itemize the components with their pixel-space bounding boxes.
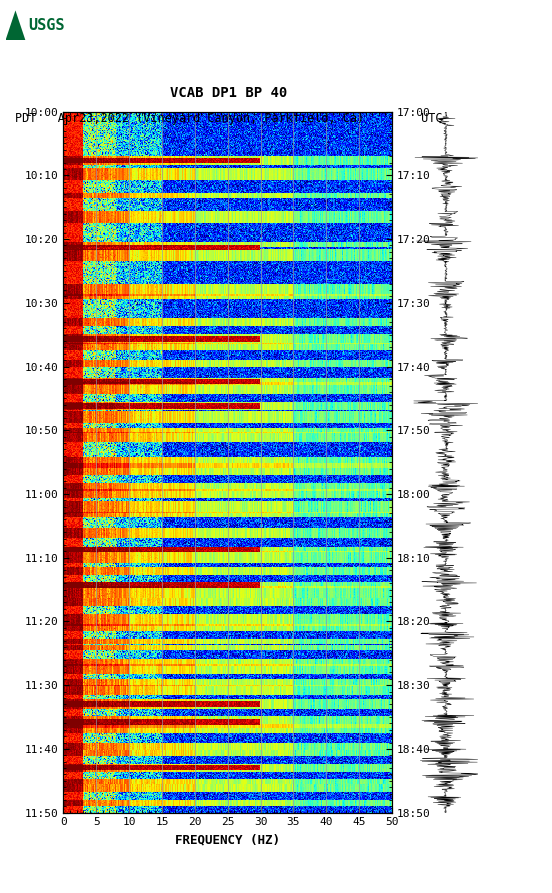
Polygon shape	[6, 11, 25, 40]
Text: VCAB DP1 BP 40: VCAB DP1 BP 40	[171, 86, 288, 100]
Text: USGS: USGS	[29, 19, 65, 33]
Text: PDT   Apr23,2022 (Vineyard Canyon, Parkfield, Ca)        UTC: PDT Apr23,2022 (Vineyard Canyon, Parkfie…	[15, 112, 443, 125]
X-axis label: FREQUENCY (HZ): FREQUENCY (HZ)	[175, 833, 280, 846]
